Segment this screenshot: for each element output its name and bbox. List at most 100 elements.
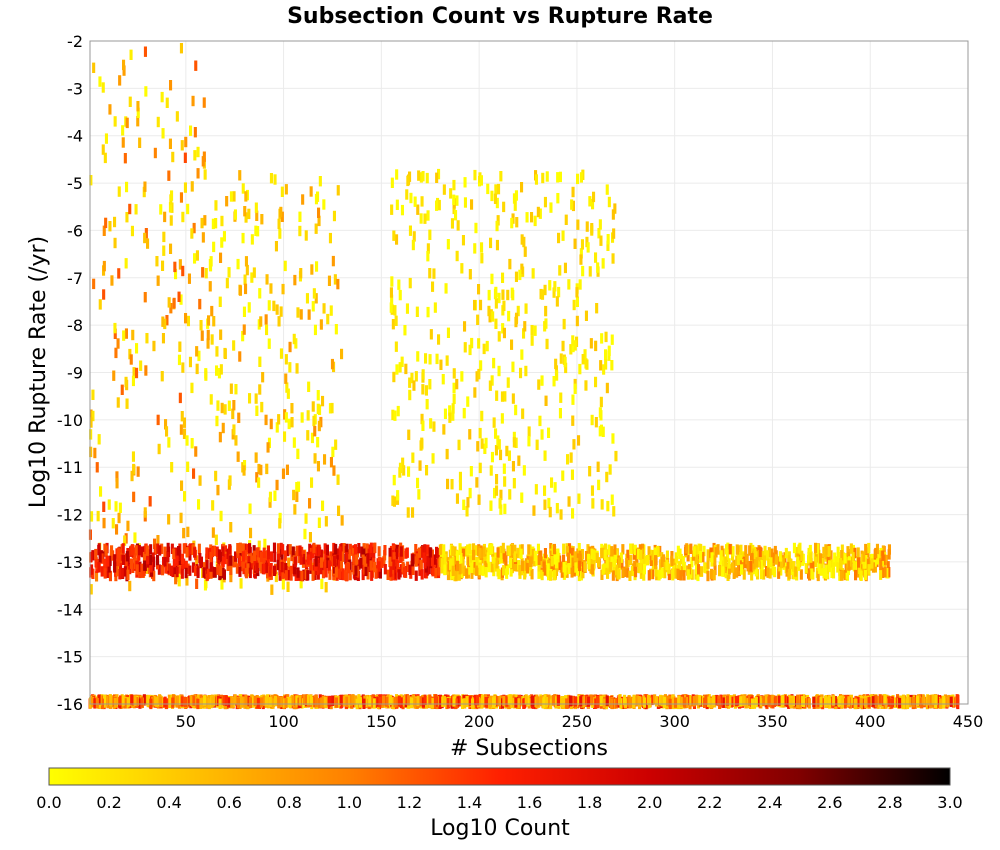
heatmap-cell [771,564,775,576]
heatmap-cell [452,696,456,707]
heatmap-cell [857,557,861,568]
heatmap-cell [581,567,585,579]
x-axis-label: # Subsections [450,736,608,761]
heatmap-cell [442,544,446,555]
heatmap-cell [316,191,320,202]
heatmap-cell [501,272,505,283]
heatmap-cell [224,695,228,706]
heatmap-cell [497,365,501,377]
heatmap-cell [113,697,117,708]
heatmap-cell [719,550,723,561]
heatmap-cell [710,552,714,563]
heatmap-cell [777,568,781,579]
heatmap-cell [575,296,579,307]
heatmap-cell [676,568,680,580]
heatmap-cell [610,360,614,371]
heatmap-cell [242,324,246,335]
heatmap-cell [317,544,321,555]
heatmap-cell [274,241,278,252]
heatmap-cell [514,404,518,416]
heatmap-cell [144,228,148,239]
heatmap-cell [167,514,171,525]
heatmap-cell [291,546,295,557]
heatmap-cell [840,550,844,561]
heatmap-cell [240,697,244,708]
heatmap-cell [744,545,748,556]
heatmap-cell [559,392,563,403]
heatmap-cell [459,553,463,564]
heatmap-cell [579,172,583,183]
heatmap-cell [697,543,701,554]
heatmap-cell [93,447,97,459]
y-tick-label: -10 [57,411,83,430]
heatmap-cell [553,570,557,581]
heatmap-cell [584,696,588,707]
heatmap-cell [630,543,634,554]
heatmap-cell [399,546,403,557]
heatmap-cell [171,151,175,163]
heatmap-cell [135,545,139,556]
heatmap-cell [94,548,98,560]
heatmap-cell [490,543,494,555]
heatmap-cell [412,231,416,242]
heatmap-cell [195,363,199,375]
heatmap-cell [92,62,96,73]
heatmap-cell [292,489,296,501]
heatmap-cell [260,697,264,708]
heatmap-cell [665,550,669,561]
heatmap-cell [505,696,509,707]
heatmap-cell [247,208,251,220]
heatmap-cell [647,546,651,557]
heatmap-cell [446,327,450,338]
heatmap-cell [178,341,182,352]
x-tick-label: 250 [562,712,593,731]
heatmap-cell [329,305,333,316]
heatmap-cell [281,579,285,590]
heatmap-cell [430,697,434,709]
heatmap-cell [686,544,690,555]
heatmap-cell [619,552,623,563]
heatmap-cell [555,696,559,707]
heatmap-cell [121,137,125,148]
heatmap-cell [421,384,425,395]
heatmap-cell [578,279,582,290]
heatmap-cell [267,338,271,349]
heatmap-cell [266,555,270,567]
heatmap-cell [138,567,142,579]
heatmap-cell [116,556,120,567]
heatmap-cell [309,694,313,706]
heatmap-cell [344,563,348,574]
heatmap-cell [317,420,321,432]
heatmap-cell [411,564,415,575]
heatmap-cell [684,697,688,708]
heatmap-cell [361,554,365,565]
heatmap-cell [606,500,610,512]
heatmap-cell [746,561,750,572]
heatmap-cell [463,177,467,188]
heatmap-cell [391,409,395,421]
heatmap-cell [558,265,562,276]
heatmap-cell [295,363,299,374]
heatmap-cell [220,237,224,248]
heatmap-cell [263,538,267,550]
heatmap-cell [538,415,542,427]
heatmap-cell [307,381,311,392]
heatmap-cell [416,351,420,362]
heatmap-cell [396,490,400,501]
heatmap-cell [295,482,299,493]
heatmap-cell [681,556,685,567]
heatmap-cell [255,472,259,483]
heatmap-cell [700,566,704,577]
heatmap-cell [473,243,477,254]
heatmap-cell [159,204,163,215]
heatmap-cell [536,696,540,707]
heatmap-cell [190,181,194,192]
heatmap-cell [368,696,372,707]
heatmap-cell [374,568,378,579]
heatmap-cell [642,563,646,575]
heatmap-cell [598,407,602,418]
heatmap-cell [424,385,428,396]
heatmap-cell [511,393,515,404]
heatmap-cell [194,446,198,457]
heatmap-cell [191,95,195,107]
